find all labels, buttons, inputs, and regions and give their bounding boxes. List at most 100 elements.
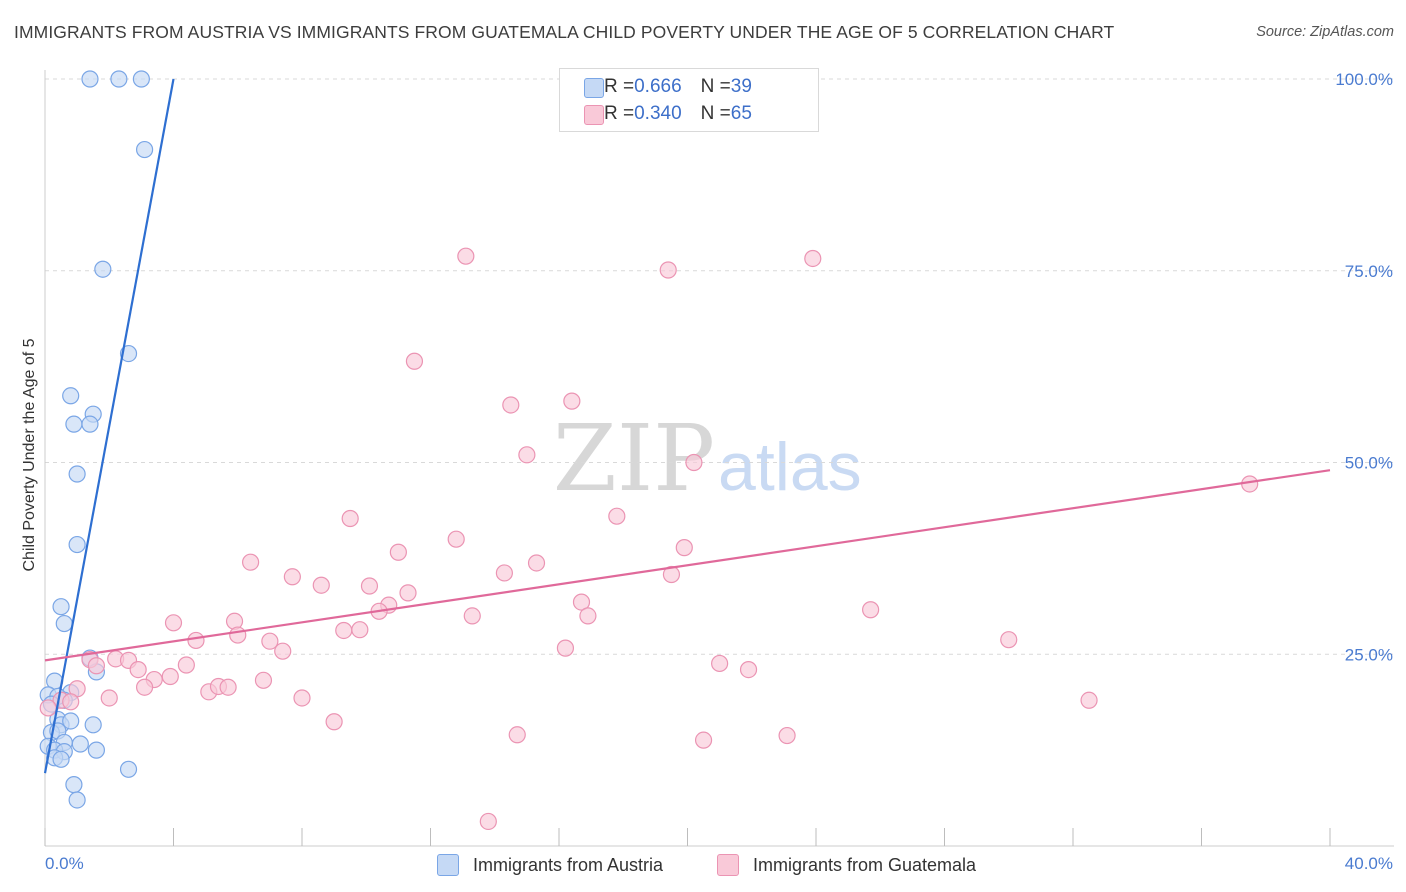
data-point-guatemala xyxy=(129,660,147,679)
data-point-guatemala xyxy=(164,614,183,632)
data-point-austria xyxy=(68,535,86,554)
x-tick-labels: 0.0% 40.0% xyxy=(45,854,1393,873)
data-point-guatemala xyxy=(556,639,575,657)
data-point-austria xyxy=(68,791,86,809)
data-point-austria xyxy=(71,735,89,753)
data-point-guatemala xyxy=(862,601,880,619)
data-point-guatemala xyxy=(87,657,106,675)
data-point-guatemala xyxy=(675,539,693,557)
watermark-atlas: atlas xyxy=(718,429,862,505)
data-point-austria xyxy=(52,598,70,616)
data-point-guatemala xyxy=(219,678,237,696)
data-point-guatemala xyxy=(229,626,247,644)
data-point-guatemala xyxy=(360,577,379,595)
watermark: ZIP atlas xyxy=(553,405,862,512)
data-point-guatemala xyxy=(341,509,359,528)
legend-r-value-guatemala: 0.340 xyxy=(634,103,682,124)
data-point-guatemala xyxy=(389,543,407,561)
data-point-guatemala xyxy=(62,693,80,711)
data-point-guatemala xyxy=(405,352,424,370)
data-point-guatemala xyxy=(187,631,205,650)
bottom-legend-guatemala: Immigrants from Guatemala xyxy=(717,852,976,878)
bottom-legend-label-guatemala: Immigrants from Guatemala xyxy=(753,854,977,875)
legend-n-value-guatemala: 65 xyxy=(730,103,752,124)
data-point-austria xyxy=(94,260,112,278)
legend-n-label: N = xyxy=(700,76,731,97)
data-point-guatemala xyxy=(1000,631,1018,649)
data-point-guatemala xyxy=(479,812,497,831)
data-point-austria xyxy=(81,70,99,88)
legend-r-label: R = xyxy=(604,103,635,124)
data-point-guatemala xyxy=(463,607,481,625)
trendlines xyxy=(43,78,1331,774)
source-credit: Source: ZipAtlas.com xyxy=(1256,24,1394,40)
data-point-guatemala xyxy=(161,667,179,686)
legend-r-value-austria: 0.666 xyxy=(634,76,682,97)
data-point-guatemala xyxy=(351,621,369,639)
data-point-guatemala xyxy=(508,726,526,744)
legend-swatch-guatemala xyxy=(584,105,604,125)
data-point-austria xyxy=(55,614,73,633)
data-point-guatemala xyxy=(261,632,279,650)
data-point-guatemala xyxy=(177,656,195,674)
data-point-austria xyxy=(132,70,150,88)
data-point-guatemala xyxy=(579,607,597,625)
data-point-austria xyxy=(65,415,83,433)
y-axis-title: Child Poverty Under the Age of 5 xyxy=(21,338,38,571)
data-point-austria xyxy=(135,140,154,159)
bottom-legend-swatch-guatemala xyxy=(717,854,739,876)
trendline-guatemala xyxy=(44,469,1331,662)
data-point-guatemala xyxy=(778,726,796,745)
data-point-austria xyxy=(62,712,80,730)
y-tick-labels: 25.0% 50.0% 75.0% 100.0% xyxy=(1335,70,1393,664)
legend-row-austria: R = 0.666 N = 39 xyxy=(584,75,752,99)
data-point-guatemala xyxy=(563,392,581,410)
data-point-guatemala xyxy=(135,678,154,696)
data-point-guatemala xyxy=(572,593,591,611)
axes xyxy=(44,70,1394,847)
y-tick-label: 75.0% xyxy=(1345,262,1393,281)
data-point-guatemala xyxy=(694,731,713,749)
legend-row-guatemala: R = 0.340 N = 65 xyxy=(584,102,752,126)
data-point-guatemala xyxy=(399,584,417,602)
data-point-guatemala xyxy=(283,568,301,586)
data-point-guatemala xyxy=(1080,691,1098,709)
legend-swatch-austria xyxy=(584,78,604,98)
data-point-guatemala xyxy=(711,654,729,673)
data-point-guatemala xyxy=(739,660,758,679)
data-point-austria xyxy=(84,716,102,734)
data-point-austria xyxy=(52,750,70,768)
data-point-guatemala xyxy=(457,247,475,265)
data-point-guatemala xyxy=(312,576,330,594)
data-point-guatemala xyxy=(293,689,311,707)
data-point-austria xyxy=(65,776,83,794)
chart-title: IMMIGRANTS FROM AUSTRIA VS IMMIGRANTS FR… xyxy=(14,22,1115,42)
y-tick-label: 25.0% xyxy=(1345,645,1393,664)
data-point-guatemala xyxy=(447,530,465,548)
data-point-guatemala xyxy=(518,446,536,464)
bottom-legend-austria: Immigrants from Austria xyxy=(437,852,663,878)
data-point-guatemala xyxy=(39,699,57,717)
data-point-austria xyxy=(110,70,128,88)
data-point-guatemala xyxy=(662,565,681,584)
x-tick-label-max: 40.0% xyxy=(1345,854,1393,873)
data-point-guatemala xyxy=(804,249,822,268)
x-tick-label-min: 0.0% xyxy=(45,854,84,873)
y-tick-label: 100.0% xyxy=(1335,70,1393,89)
y-tick-label: 50.0% xyxy=(1345,454,1393,473)
data-point-austria xyxy=(81,415,99,433)
correlation-legend: R = 0.666 N = 39 R = 0.340 N = 65 xyxy=(559,68,819,132)
data-point-guatemala xyxy=(608,507,626,525)
data-point-guatemala xyxy=(274,642,292,660)
trendline-austria xyxy=(43,78,175,774)
data-point-austria xyxy=(62,387,80,405)
data-point-austria xyxy=(119,760,138,778)
data-point-guatemala xyxy=(242,553,260,571)
data-point-guatemala xyxy=(254,671,273,689)
data-point-guatemala xyxy=(685,453,703,472)
data-point-guatemala xyxy=(495,564,513,582)
data-point-guatemala xyxy=(325,713,343,731)
data-point-guatemala xyxy=(659,261,677,279)
data-point-guatemala xyxy=(527,554,546,572)
